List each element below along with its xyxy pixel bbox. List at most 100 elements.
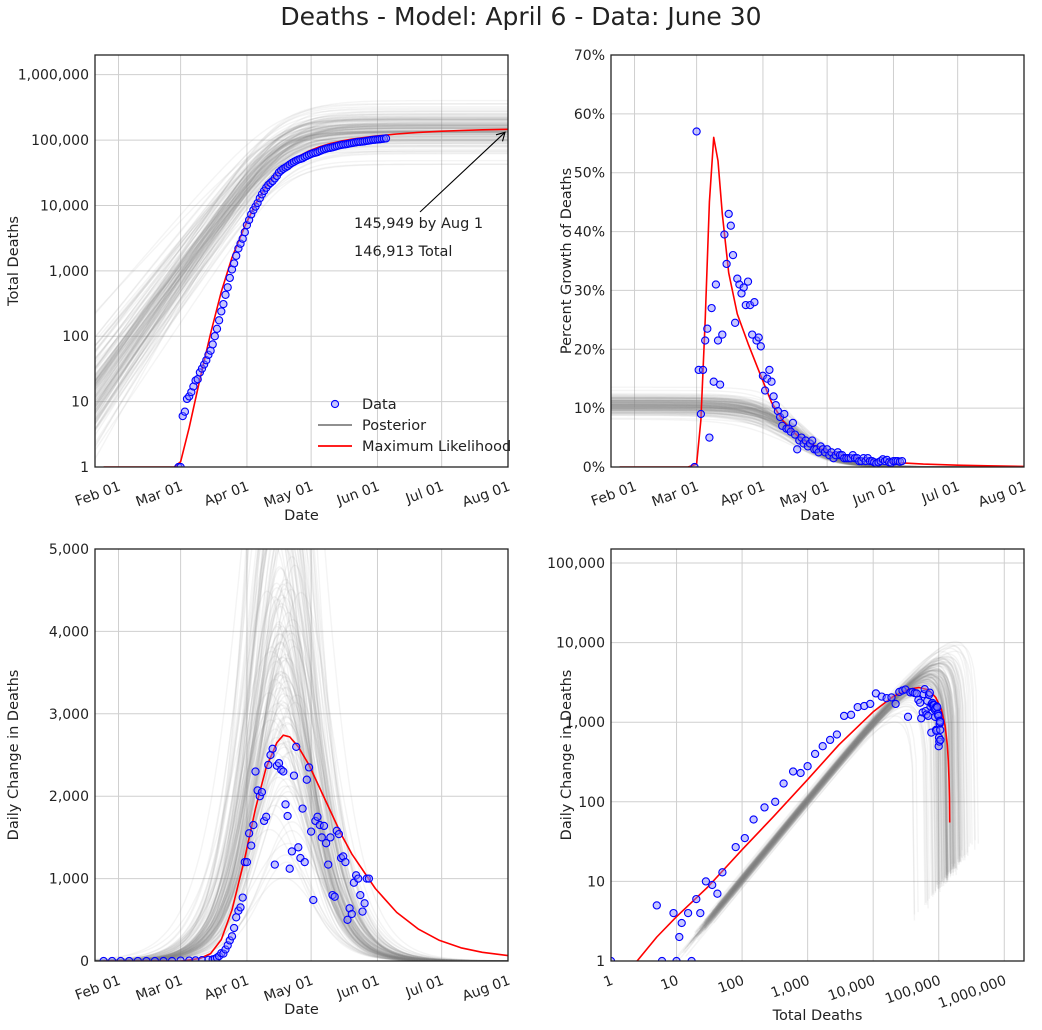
total-posterior-line-74: [95, 138, 508, 359]
growth-posterior-line-37: [611, 399, 1024, 467]
phase-posterior-line-37: [710, 667, 955, 915]
total-data-point-24: [225, 273, 234, 283]
daily-data-point-47: [279, 767, 288, 776]
daily-data-point-24: [229, 923, 239, 933]
total-posterior-line-38: [95, 120, 508, 347]
growth-posterior-line-117: [611, 407, 1024, 467]
phase-xtick-label-3: 1,000: [769, 973, 812, 1002]
daily-data-point-49: [283, 811, 292, 821]
phase-data-point-37: [891, 699, 900, 709]
growth-posterior-line-92: [611, 397, 1024, 467]
phase-posterior-line-2: [711, 664, 956, 913]
phase-posterior-line-78: [731, 650, 976, 899]
phase-posterior-line-19: [714, 659, 959, 908]
phase-posterior-line-110: [726, 647, 970, 896]
phase-data-point-81: [936, 725, 945, 735]
daily-data-point-57: [300, 857, 309, 867]
daily-posterior-line-114: [95, 549, 508, 961]
growth-data-point-42: [780, 409, 789, 419]
phase-posterior-line-23: [701, 677, 946, 926]
total-posterior-line-119: [95, 117, 508, 411]
growth-xtick-label-2: Apr 01: [718, 479, 767, 510]
total-posterior-line-93: [95, 127, 508, 399]
total-data-point-17: [210, 332, 219, 341]
total-posterior-line-82: [95, 122, 508, 369]
phase-posterior-line-131: [721, 661, 966, 909]
daily-data-point-52: [289, 771, 299, 780]
total-xtick-label-5: Jul 01: [403, 479, 446, 508]
phase-posterior-line-90: [682, 705, 926, 954]
phase-posterior-line-98: [710, 670, 955, 918]
growth-posterior-line-120: [611, 407, 1024, 467]
daily-ytick-label-1: 1,000: [49, 872, 89, 888]
total-posterior-line-131: [95, 113, 508, 346]
phase-posterior-line-14: [703, 682, 948, 931]
phase-posterior-line-9: [683, 705, 928, 954]
total-data-point-21: [219, 299, 228, 309]
growth-data-point-5: [701, 336, 710, 345]
daily-data-point-68: [324, 860, 333, 869]
total-posterior-line-16: [95, 149, 508, 364]
daily-data-point-8: [167, 956, 177, 961]
daily-data-point-58: [302, 775, 311, 784]
phase-data-point-27: [832, 730, 842, 739]
total-posterior-line-77: [95, 121, 508, 389]
daily-posterior-line-7: [95, 549, 508, 961]
total-posterior-line-3: [95, 119, 508, 385]
phase-posterior-line-17: [696, 684, 940, 933]
phase-posterior-line-62: [689, 697, 934, 946]
total-posterior-line-27: [95, 110, 508, 382]
phase-posterior-line-132: [704, 683, 948, 931]
phase-posterior-line-68: [711, 669, 955, 917]
growth-y-axis-label: Percent Growth of Deaths: [559, 168, 575, 354]
total-posterior-line-126: [95, 124, 508, 431]
total-data-point-22: [221, 290, 230, 299]
total-posterior-line-96: [95, 134, 508, 371]
growth-posterior-line-110: [611, 397, 1024, 467]
phase-data-point-57: [925, 688, 934, 697]
daily-posterior-line-47: [95, 549, 508, 961]
daily-data-point-84: [358, 907, 367, 916]
total-ytick-label-3: 1,000: [49, 264, 89, 280]
growth-axes-frame: [610, 54, 1025, 468]
daily-data-point-29: [240, 857, 249, 867]
phase-xtick-label-6: 1,000,000: [936, 973, 1008, 1012]
annotation-arrow-head: [495, 131, 506, 142]
total-posterior-line-43: [95, 131, 508, 430]
phase-posterior-line-97: [705, 674, 950, 923]
growth-posterior-line-72: [611, 408, 1024, 467]
phase-data-point-14: [718, 868, 727, 877]
phase-posterior-line-6: [710, 672, 954, 921]
phase-posterior-line-46: [712, 668, 957, 917]
phase-plot-area: [611, 640, 979, 961]
daily-ytick-label-5: 5,000: [49, 542, 89, 558]
growth-data-point-36: [767, 377, 776, 386]
daily-data-point-50: [285, 864, 294, 873]
figure-title: Deaths - Model: April 6 - Data: June 30: [280, 2, 762, 31]
total-posterior-line-85: [95, 136, 508, 385]
total-posterior-line-72: [95, 116, 508, 361]
daily-data-point-22: [225, 936, 234, 945]
daily-posterior-line-3: [95, 549, 508, 961]
growth-max-likelihood-line: [619, 136, 1024, 467]
daily-posterior-line-50: [95, 549, 508, 961]
daily-posterior-line-94: [95, 672, 508, 961]
growth-xtick-label-6: Aug 01: [976, 479, 1028, 511]
phase-posterior-line-41: [707, 671, 951, 920]
phase-posterior-line-71: [707, 673, 952, 922]
daily-data-point-87: [364, 874, 374, 883]
daily-ytick-label-4: 4,000: [49, 624, 89, 640]
phase-data-point-26: [825, 735, 835, 745]
phase-posterior-line-44: [716, 660, 961, 908]
phase-data-point-31: [860, 701, 869, 711]
phase-posterior-line-93: [707, 672, 951, 921]
total-data-point-12: [199, 360, 209, 369]
total-data-point-28: [234, 244, 243, 253]
total-posterior-line-35: [95, 124, 508, 347]
total-xtick-label-0: Feb 01: [73, 479, 123, 510]
total-posterior-line-21: [95, 133, 508, 409]
daily-posterior-line-123: [95, 650, 508, 961]
total-posterior-line-63: [95, 127, 508, 375]
daily-data-point-61: [309, 895, 318, 905]
daily-ytick-label-2: 2,000: [49, 789, 89, 805]
